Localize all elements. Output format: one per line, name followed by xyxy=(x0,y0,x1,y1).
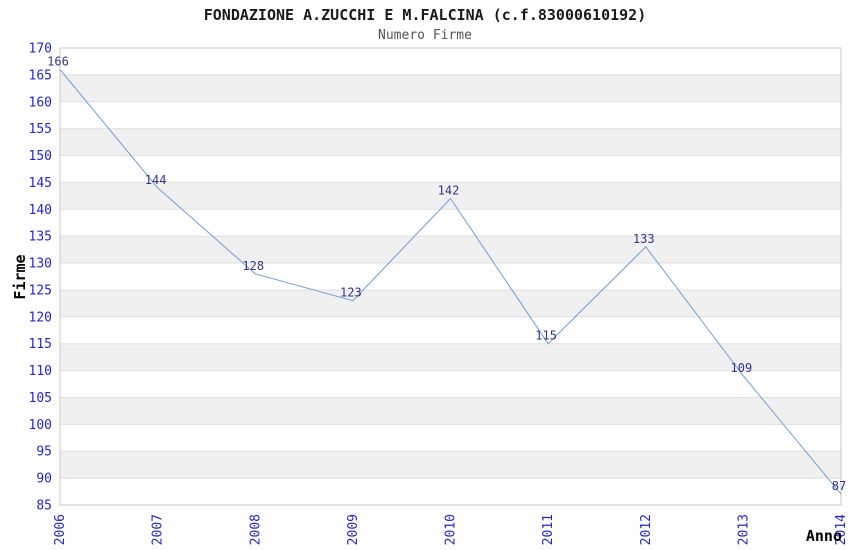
plot-band xyxy=(60,397,841,425)
x-axis-title: Anno xyxy=(806,527,842,545)
plot-band xyxy=(60,74,841,102)
y-tick-label: 105 xyxy=(29,391,52,406)
plot-band xyxy=(60,236,841,264)
y-tick-label: 140 xyxy=(29,203,52,218)
y-tick-label: 85 xyxy=(36,499,52,514)
x-tick-label: 2009 xyxy=(346,514,361,545)
point-label: 109 xyxy=(731,361,753,375)
point-label: 142 xyxy=(438,184,460,198)
x-tick-label: 2007 xyxy=(151,514,166,545)
point-label: 128 xyxy=(242,259,264,273)
plot-band xyxy=(60,289,841,317)
y-axis-title: Firme xyxy=(11,254,29,299)
y-tick-label: 125 xyxy=(29,283,52,298)
plot-band xyxy=(60,478,841,505)
y-tick-label: 115 xyxy=(29,337,52,352)
x-tick-label: 2014 xyxy=(834,514,849,545)
y-tick-label: 100 xyxy=(29,418,52,433)
x-tick-label: 2012 xyxy=(639,514,654,545)
point-label: 123 xyxy=(340,286,362,300)
y-tick-label: 145 xyxy=(29,176,52,191)
plot-band xyxy=(60,128,841,156)
plot-band xyxy=(60,316,841,344)
plot-band xyxy=(60,48,841,75)
series-line xyxy=(59,69,842,495)
point-label: 166 xyxy=(47,55,69,69)
y-tick-label: 110 xyxy=(29,364,52,379)
plot-border xyxy=(59,47,842,506)
y-tick-label: 95 xyxy=(36,445,52,460)
y-tick-label: 150 xyxy=(29,149,52,164)
plot-band xyxy=(60,451,841,479)
point-label: 133 xyxy=(633,232,655,246)
x-tick-label: 2011 xyxy=(541,514,556,545)
plot-band xyxy=(60,101,841,129)
y-tick-label: 130 xyxy=(29,257,52,272)
plot-band xyxy=(60,263,841,290)
plot-band xyxy=(60,182,841,210)
y-tick-label: 165 xyxy=(29,68,52,83)
plot-band xyxy=(60,155,841,183)
plot-band xyxy=(60,343,841,371)
y-tick-label: 170 xyxy=(29,42,52,57)
plot-band xyxy=(60,370,841,398)
x-tick-label: 2013 xyxy=(736,514,751,545)
chart-title: FONDAZIONE A.ZUCCHI E M.FALCINA (c.f.830… xyxy=(203,6,647,24)
plot-band xyxy=(60,424,841,452)
chart-subtitle: Numero Firme xyxy=(378,28,472,43)
point-label: 87 xyxy=(832,479,846,493)
x-tick-label: 2008 xyxy=(248,514,263,545)
point-label: 144 xyxy=(145,173,167,187)
x-tick-label: 2010 xyxy=(444,514,459,545)
y-tick-label: 160 xyxy=(29,95,52,110)
y-tick-label: 120 xyxy=(29,310,52,325)
point-label: 115 xyxy=(535,329,557,343)
plot-band xyxy=(60,209,841,237)
y-tick-label: 135 xyxy=(29,230,52,245)
y-tick-label: 155 xyxy=(29,122,52,137)
y-tick-label: 90 xyxy=(36,472,52,487)
x-tick-label: 2006 xyxy=(53,514,68,545)
